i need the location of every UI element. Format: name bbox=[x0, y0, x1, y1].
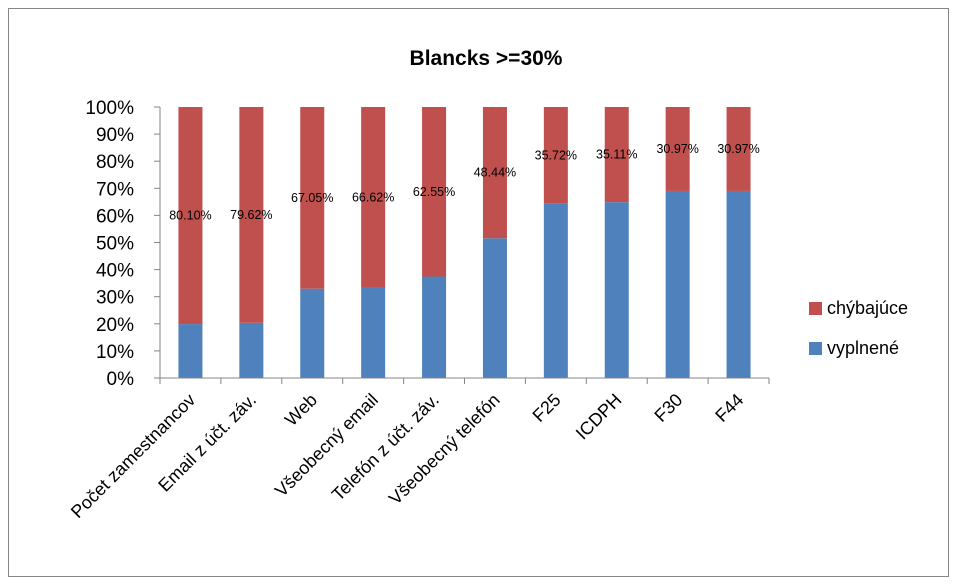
data-label: 79.62% bbox=[230, 208, 272, 222]
bar-segment-filled bbox=[482, 238, 507, 378]
y-tick-label: 0% bbox=[107, 369, 135, 390]
legend: chýbajúce vyplnené bbox=[809, 298, 908, 358]
plot-area: 0%10%20%30%40%50%60%70%80%90%100%Počet z… bbox=[67, 98, 770, 522]
bar-segment-filled bbox=[726, 190, 751, 378]
bar-segment-missing bbox=[604, 107, 629, 203]
x-tick-label: Všeobecný telefón bbox=[385, 390, 504, 509]
legend-swatch bbox=[809, 342, 822, 355]
x-tick-label: ICDPH bbox=[572, 390, 626, 444]
bar-segment-missing bbox=[726, 107, 751, 191]
bar-segment-missing bbox=[543, 107, 568, 204]
bar-segment-filled bbox=[361, 287, 386, 378]
y-tick-label: 70% bbox=[96, 179, 134, 200]
y-tick-label: 90% bbox=[96, 125, 134, 146]
x-tick-label: Všeobecný email bbox=[271, 390, 382, 501]
bar-segment-filled bbox=[300, 288, 325, 378]
y-tick-label: 20% bbox=[96, 315, 134, 336]
y-tick-label: 10% bbox=[96, 342, 134, 363]
y-tick-label: 60% bbox=[96, 206, 134, 227]
legend-label: chýbajúce bbox=[827, 298, 908, 318]
bar-segment-missing bbox=[239, 107, 264, 323]
data-label: 35.11% bbox=[596, 148, 637, 162]
chart-frame: Blancks >=30% 0% 10% 20% 30% 40% 50% 60% 70% 80%… bbox=[8, 8, 949, 577]
bar-segment-filled bbox=[665, 190, 690, 378]
y-tick-label: 100% bbox=[85, 98, 134, 119]
y-tick-label: 40% bbox=[96, 261, 134, 282]
data-label: 80.10% bbox=[169, 209, 211, 223]
data-label: 48.44% bbox=[474, 166, 516, 180]
bar-segment-filled bbox=[239, 322, 264, 378]
bar-segment-filled bbox=[543, 203, 568, 378]
bar-segment-missing bbox=[665, 107, 690, 191]
legend-swatch bbox=[809, 302, 822, 315]
y-tick-label: 50% bbox=[96, 234, 134, 255]
x-tick-label: F30 bbox=[650, 390, 686, 426]
bar-segment-filled bbox=[178, 324, 203, 378]
data-label: 30.97% bbox=[656, 142, 698, 156]
data-label: 30.97% bbox=[717, 142, 759, 156]
bar-segment-filled bbox=[604, 202, 629, 378]
bar-segment-filled bbox=[422, 276, 447, 378]
x-tick-label: F25 bbox=[529, 390, 565, 426]
x-tick-label: Telefón z účt. záv. bbox=[328, 390, 443, 505]
y-tick-label: 80% bbox=[96, 152, 134, 173]
x-tick-label: Web bbox=[281, 390, 321, 430]
x-tick-label: F44 bbox=[711, 390, 747, 426]
chart-canvas: Blancks >=30% 0% 10% 20% 30% 40% 50% 60% 70% 80%… bbox=[67, 47, 908, 522]
y-tick-label: 30% bbox=[96, 288, 134, 309]
bar-segment-missing bbox=[178, 107, 203, 325]
data-label: 66.62% bbox=[352, 190, 394, 204]
chart-title: Blancks >=30% bbox=[410, 47, 563, 70]
legend-label: vyplnené bbox=[827, 338, 899, 358]
data-label: 35.72% bbox=[535, 148, 577, 162]
data-label: 67.05% bbox=[291, 191, 333, 205]
bar-segment-missing bbox=[300, 107, 325, 289]
bar-segment-missing bbox=[422, 107, 447, 277]
data-label: 62.55% bbox=[413, 185, 455, 199]
bar-segment-missing bbox=[361, 107, 386, 288]
bar-segment-missing bbox=[482, 107, 507, 239]
